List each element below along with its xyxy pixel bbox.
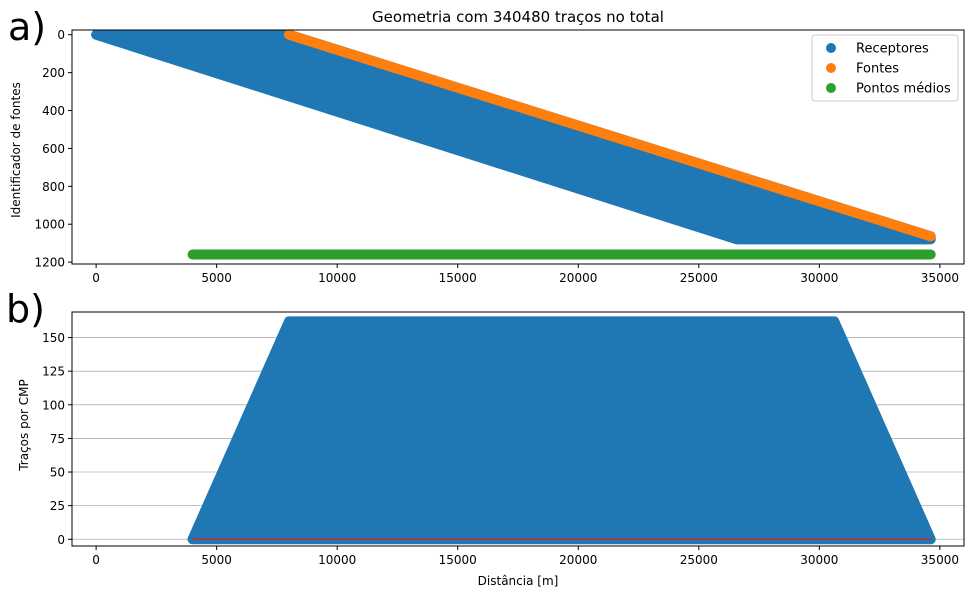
chart-b-ytick-label: 50 xyxy=(50,466,65,480)
chart-a-ytick-label: 1200 xyxy=(34,256,65,270)
chart-b-ytick-label: 25 xyxy=(50,499,65,513)
chart-b-xtick-label: 0 xyxy=(92,553,100,567)
chart-b-ytick-label: 0 xyxy=(57,533,65,547)
chart-a-ytick-label: 600 xyxy=(42,142,65,156)
chart-a-ytick-label: 1000 xyxy=(34,218,65,232)
panel-b-label: b) xyxy=(6,287,45,331)
chart-b-xtick-label: 15000 xyxy=(439,553,477,567)
chart-a-series-1-points xyxy=(283,29,936,242)
chart-b-ylabel: Traços por CMP xyxy=(17,379,31,472)
chart-a-xtick-label: 30000 xyxy=(800,271,838,285)
chart-a-ytick-label: 0 xyxy=(57,28,65,42)
chart-a-ytick-label: 800 xyxy=(42,180,65,194)
chart-a-ylabel: Identificador de fontes xyxy=(9,82,23,218)
legend-label-pontos-medios: Pontos médios xyxy=(856,82,951,97)
chart-b-xtick-label: 25000 xyxy=(680,553,718,567)
legend-label-fontes: Fontes xyxy=(856,62,899,77)
legend-marker-receptores xyxy=(826,43,836,53)
chart-a-data xyxy=(91,29,936,260)
chart-b-ytick-label: 75 xyxy=(50,432,65,446)
chart-a-series-0-region xyxy=(91,29,936,245)
chart-b-xtick-label: 20000 xyxy=(559,553,597,567)
legend-box xyxy=(811,34,959,102)
panel-a: a) Geometria com 340480 traços no total … xyxy=(8,5,965,285)
chart-b-xlabel: Distância [m] xyxy=(478,574,559,588)
panel-b: b) Traços por CMP Distância [m] 0 5000 100… xyxy=(6,287,965,588)
legend-label-receptores: Receptores xyxy=(856,42,929,57)
chart-a-xtick-label: 0 xyxy=(92,271,100,285)
chart-a-xtick-label: 20000 xyxy=(559,271,597,285)
chart-b-ticks: 0 5000 10000 15000 20000 25000 30000 35000 0 25 50… xyxy=(42,331,959,567)
chart-a-xtick-label: 35000 xyxy=(921,271,959,285)
chart-a-frame xyxy=(71,29,965,265)
chart-b-data xyxy=(187,316,936,545)
chart-a-ytick-label: 400 xyxy=(42,104,65,118)
chart-a-ytick-label: 200 xyxy=(42,66,65,80)
chart-a-xtick-label: 25000 xyxy=(680,271,718,285)
chart-b-xtick-label: 5000 xyxy=(201,553,232,567)
chart-b-frame xyxy=(71,311,965,547)
chart-b-ytick-label: 125 xyxy=(42,365,65,379)
chart-b-ytick-label: 150 xyxy=(42,331,65,345)
chart-a-xtick-label: 10000 xyxy=(318,271,356,285)
chart-a-title: Geometria com 340480 traços no total xyxy=(372,8,664,26)
chart-b-ytick-label: 100 xyxy=(42,398,65,412)
chart-b-xtick-label: 10000 xyxy=(318,553,356,567)
legend-marker-pontos-medios xyxy=(826,83,836,93)
chart-a-legend: Receptores Fontes Pontos médios xyxy=(811,34,959,102)
chart-b-xtick-label: 30000 xyxy=(800,553,838,567)
chart-a-ticks: 0 5000 10000 15000 20000 25000 30000 35000 0 200 4… xyxy=(34,28,959,285)
chart-a-xtick-label: 15000 xyxy=(439,271,477,285)
legend-marker-fontes xyxy=(826,63,836,73)
chart-b-xtick-label: 35000 xyxy=(921,553,959,567)
chart-a-xtick-label: 5000 xyxy=(201,271,232,285)
chart-b-series-0-region xyxy=(187,316,936,545)
panel-a-label: a) xyxy=(8,5,46,49)
